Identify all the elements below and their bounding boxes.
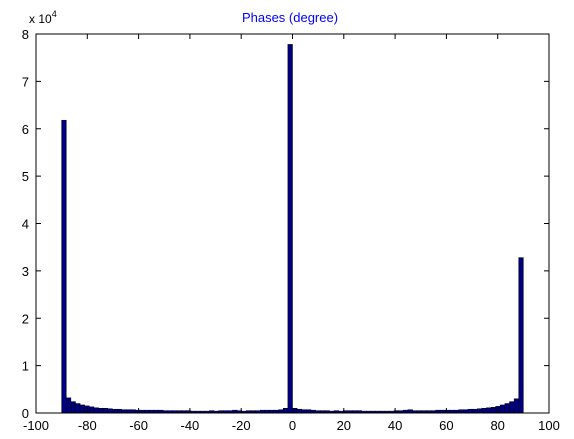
histogram-bar bbox=[283, 408, 289, 414]
y-multiplier-exponent: 4 bbox=[52, 9, 57, 19]
y-tick-label: 4 bbox=[22, 217, 29, 232]
histogram-bar bbox=[93, 407, 99, 414]
x-tick-label: 20 bbox=[337, 418, 351, 433]
histogram-bar bbox=[66, 397, 72, 414]
y-tick-label: 6 bbox=[22, 122, 29, 137]
y-tick-label: 7 bbox=[22, 74, 29, 89]
histogram-bar bbox=[61, 119, 67, 414]
y-tick-label: 0 bbox=[22, 406, 29, 421]
x-tick-label: -60 bbox=[129, 418, 148, 433]
histogram-bar bbox=[112, 408, 118, 414]
y-multiplier-base: x 10 bbox=[29, 12, 52, 26]
histogram-bar bbox=[70, 401, 76, 414]
y-tick-label: 3 bbox=[22, 264, 29, 279]
y-tick-label: 2 bbox=[22, 311, 29, 326]
histogram-bar bbox=[509, 401, 515, 414]
y-tick-label: 5 bbox=[22, 169, 29, 184]
histogram-bar bbox=[107, 408, 113, 414]
chart-title: Phases (degree) bbox=[242, 10, 338, 25]
histogram-bar bbox=[500, 404, 506, 414]
histogram-bar bbox=[89, 406, 95, 414]
histogram-bar bbox=[518, 257, 524, 414]
x-tick-label: 100 bbox=[538, 418, 560, 433]
histogram-bar bbox=[116, 408, 122, 414]
histogram-bar bbox=[467, 408, 473, 414]
x-tick-label: -80 bbox=[78, 418, 97, 433]
x-tick-labels: -100 -80 -60 -40 -20 0 20 40 60 80 100 bbox=[23, 418, 560, 433]
y-tick-labels: 0 1 2 3 4 5 6 7 8 bbox=[22, 27, 29, 421]
histogram-bar bbox=[481, 408, 487, 414]
histogram-bar bbox=[98, 408, 104, 414]
x-tick-label: 0 bbox=[289, 418, 296, 433]
x-tick-label: -100 bbox=[23, 418, 49, 433]
histogram-bar bbox=[287, 44, 293, 414]
x-tick-label: 80 bbox=[490, 418, 504, 433]
x-tick-label: 60 bbox=[439, 418, 453, 433]
histogram-bar bbox=[504, 403, 510, 414]
histogram-bar bbox=[490, 407, 496, 414]
histogram-bar bbox=[476, 408, 483, 414]
histogram-bar bbox=[486, 407, 492, 414]
histogram-bar bbox=[472, 408, 478, 414]
histogram-bar bbox=[75, 403, 81, 414]
histogram-bar bbox=[513, 398, 519, 414]
y-multiplier-label: x 104 bbox=[29, 9, 57, 26]
histogram-bar bbox=[296, 408, 302, 414]
x-tick-label: -20 bbox=[232, 418, 251, 433]
histogram-bar bbox=[292, 408, 298, 414]
y-tick-label: 1 bbox=[22, 359, 29, 374]
axes-box bbox=[35, 33, 550, 414]
y-tick-label: 8 bbox=[22, 27, 29, 42]
histogram-bar bbox=[102, 408, 109, 414]
x-tick-label: -40 bbox=[181, 418, 200, 433]
x-tick-label: 40 bbox=[388, 418, 402, 433]
histogram-bar bbox=[79, 404, 85, 414]
